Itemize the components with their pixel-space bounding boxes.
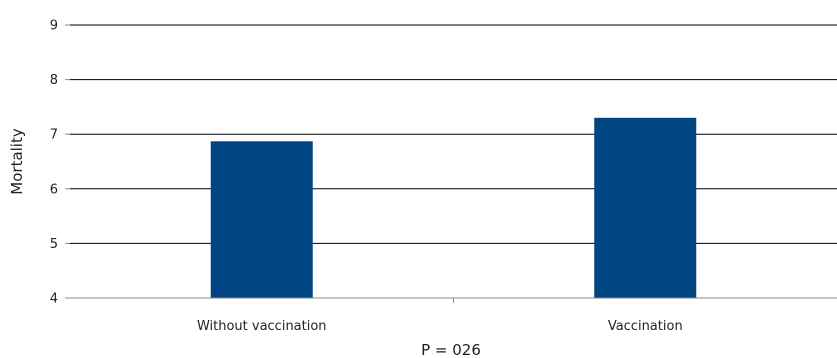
y-tick-label-9: 9 [50,19,58,34]
bar-vaccination [594,117,697,298]
p-value-annotation: P = 026 [421,341,481,358]
bars [210,117,697,298]
bar-without-vaccination [210,141,313,298]
y-tick-label-4: 4 [50,292,58,307]
y-tick-label-8: 8 [50,73,58,88]
y-tick-label-5: 5 [50,237,58,252]
x-tick-label-without-vaccination: Without vaccination [197,319,327,334]
x-tick-label-vaccination: Vaccination [608,319,683,334]
y-tick-labels: 4 5 6 7 8 9 [50,19,70,307]
x-tick-labels: Without vaccination Vaccination [197,319,683,334]
gridlines [70,24,837,244]
y-tick-label-7: 7 [50,128,58,143]
y-tick-label-6: 6 [50,182,58,197]
y-axis-label: Mortality [8,128,26,195]
